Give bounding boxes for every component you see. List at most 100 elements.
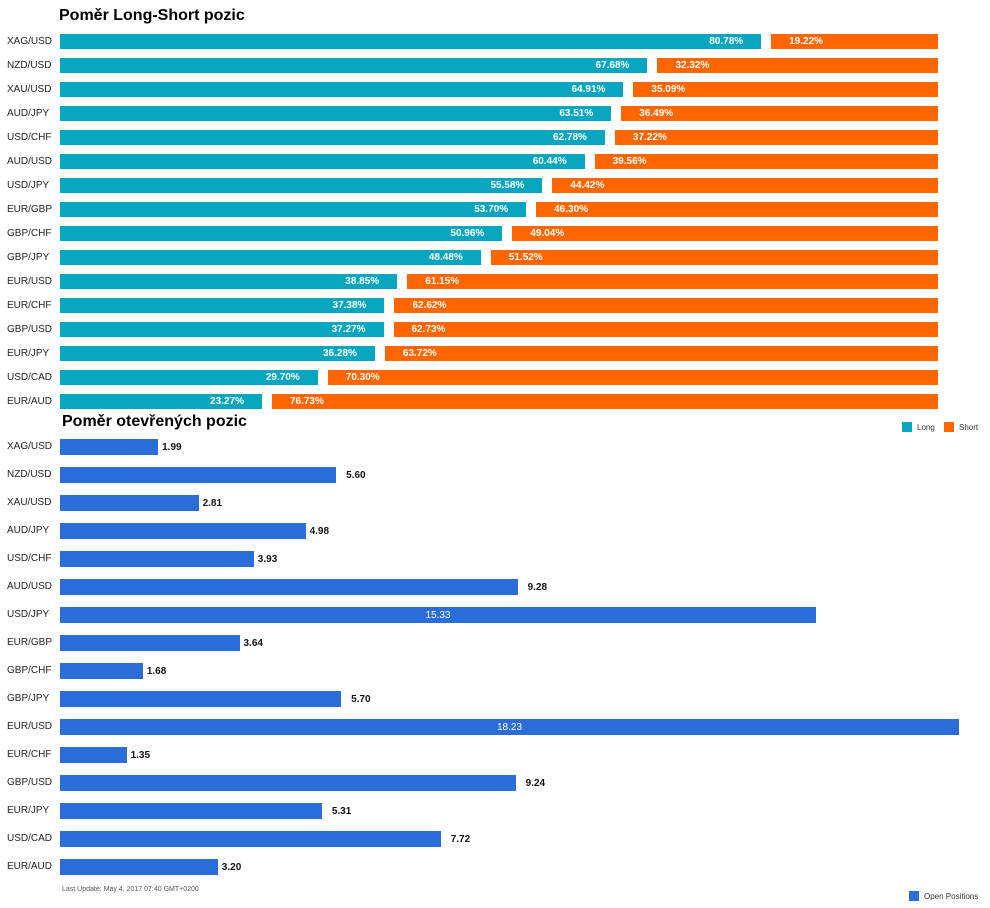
short-value-xag-usd: 19.22% (789, 36, 824, 47)
category-label-usd-cad: USD/CAD (7, 833, 53, 844)
short-value-eur-aud: 76.73% (289, 396, 324, 407)
open-position-bar-usd-jpy: 15.33 (60, 607, 816, 623)
open-position-bar-usd-chf (60, 551, 254, 567)
short-value-usd-cad: 70.30% (345, 372, 380, 383)
short-bar-eur-chf: 62.62% (394, 298, 938, 313)
category-label-gbp-chf: GBP/CHF (7, 228, 52, 239)
short-value-eur-usd: 61.15% (425, 276, 460, 287)
category-label-xau-usd: XAU/USD (7, 84, 52, 95)
long-bar-eur-jpy: 36.28% (60, 346, 375, 361)
short-value-gbp-chf: 49.04% (530, 228, 565, 239)
category-label-nzd-usd: NZD/USD (7, 60, 52, 71)
short-value-eur-chf: 62.62% (412, 300, 447, 311)
category-label-eur-jpy: EUR/JPY (7, 805, 50, 816)
category-label-usd-jpy: USD/JPY (7, 609, 50, 620)
short-bar-eur-jpy: 63.72% (384, 346, 938, 361)
short-value-eur-jpy: 63.72% (402, 348, 437, 359)
long-bar-eur-gbp: 53.70% (60, 202, 527, 217)
open-position-value-aud-usd: 9.28 (527, 582, 548, 593)
category-label-aud-usd: AUD/USD (7, 156, 53, 167)
category-label-usd-jpy: USD/JPY (7, 180, 50, 191)
last-update-text: Last Update: May 4, 2017 07:40 GMT+0200 (62, 886, 199, 893)
long-value-usd-jpy: 55.58% (490, 180, 525, 191)
category-label-aud-usd: AUD/USD (7, 581, 53, 592)
long-bar-usd-chf: 62.78% (60, 130, 605, 145)
open-position-value-usd-cad: 7.72 (450, 834, 471, 845)
long-value-eur-jpy: 36.28% (322, 348, 357, 359)
short-bar-eur-aud: 76.73% (271, 394, 938, 409)
short-value-usd-jpy: 44.42% (570, 180, 605, 191)
short-bar-usd-chf: 37.22% (614, 130, 938, 145)
open-position-value-nzd-usd: 5.60 (346, 470, 366, 481)
long-value-xau-usd: 64.91% (571, 84, 606, 95)
category-label-gbp-jpy: GBP/JPY (7, 693, 50, 704)
short-bar-xag-usd: 19.22% (771, 34, 938, 49)
category-label-gbp-jpy: GBP/JPY (7, 252, 50, 263)
open-position-value-gbp-usd: 9.24 (525, 778, 546, 789)
short-value-usd-chf: 37.22% (632, 132, 667, 143)
long-value-gbp-usd: 37.27% (331, 324, 366, 335)
legend-long-swatch (902, 422, 912, 432)
open-position-value-eur-gbp: 3.64 (243, 638, 263, 649)
long-bar-xag-usd: 80.78% (60, 34, 762, 49)
open-position-value-gbp-chf: 1.68 (146, 666, 167, 677)
long-value-xag-usd: 80.78% (709, 36, 744, 47)
open-position-bar-eur-jpy (60, 803, 322, 819)
category-label-usd-chf: USD/CHF (7, 132, 52, 143)
category-label-eur-gbp: EUR/GBP (7, 204, 53, 215)
long-bar-gbp-jpy: 48.48% (60, 250, 481, 265)
long-value-eur-chf: 37.38% (332, 300, 367, 311)
long-bar-eur-aud: 23.27% (60, 394, 262, 409)
short-bar-xau-usd: 35.09% (633, 82, 938, 97)
short-value-eur-gbp: 46.30% (554, 204, 589, 215)
long-bar-eur-chf: 37.38% (60, 298, 385, 313)
category-label-nzd-usd: NZD/USD (7, 469, 52, 480)
open-position-bar-gbp-chf (60, 663, 143, 679)
legend-short-swatch (944, 422, 954, 432)
long-bar-xau-usd: 64.91% (60, 82, 624, 97)
category-label-usd-cad: USD/CAD (7, 372, 53, 383)
short-bar-aud-usd: 39.56% (594, 154, 938, 169)
long-value-eur-aud: 23.27% (210, 396, 244, 407)
category-label-xau-usd: XAU/USD (7, 497, 52, 508)
long-bar-eur-usd: 38.85% (60, 274, 398, 289)
category-label-eur-jpy: EUR/JPY (7, 348, 50, 359)
long-value-eur-usd: 38.85% (345, 276, 380, 287)
long-bar-usd-cad: 29.70% (60, 370, 318, 385)
open-positions-title: Poměr otevřených pozic (62, 413, 247, 430)
open-position-bar-eur-chf (60, 747, 127, 763)
category-label-xag-usd: XAG/USD (7, 36, 53, 47)
long-short-title: Poměr Long-Short pozic (59, 7, 245, 24)
open-position-value-eur-aud: 3.20 (221, 862, 242, 873)
open-position-bar-xag-usd (60, 439, 159, 455)
long-value-aud-jpy: 63.51% (559, 108, 594, 119)
open-position-bar-eur-aud (60, 859, 218, 875)
long-bar-nzd-usd: 67.68% (60, 58, 648, 73)
open-position-value-aud-jpy: 4.98 (309, 526, 330, 537)
legend-open-positions-swatch (909, 891, 919, 901)
short-bar-usd-cad: 70.30% (327, 370, 938, 385)
long-bar-aud-usd: 60.44% (60, 154, 585, 169)
open-position-bar-gbp-jpy (60, 691, 342, 707)
category-label-eur-usd: EUR/USD (7, 721, 53, 732)
legend-open-positions-label: Open Positions (924, 892, 979, 901)
category-label-eur-aud: EUR/AUD (7, 396, 53, 407)
category-label-gbp-usd: GBP/USD (7, 324, 53, 335)
short-bar-gbp-chf: 49.04% (512, 226, 938, 241)
category-label-eur-chf: EUR/CHF (7, 749, 52, 760)
long-bar-aud-jpy: 63.51% (60, 106, 612, 121)
short-bar-gbp-usd: 62.73% (393, 322, 938, 337)
category-label-eur-gbp: EUR/GBP (7, 637, 53, 648)
category-label-eur-chf: EUR/CHF (7, 300, 52, 311)
long-value-gbp-jpy: 48.48% (428, 252, 463, 263)
open-position-value-eur-usd: 18.23 (496, 722, 523, 733)
long-value-nzd-usd: 67.68% (595, 60, 630, 71)
category-label-usd-chf: USD/CHF (7, 553, 52, 564)
long-value-gbp-chf: 50.96% (450, 228, 485, 239)
open-position-value-xau-usd: 2.81 (202, 498, 223, 509)
short-value-aud-usd: 39.56% (612, 156, 647, 167)
short-bar-nzd-usd: 32.32% (657, 58, 938, 73)
short-value-xau-usd: 35.09% (651, 84, 686, 95)
long-value-usd-cad: 29.70% (265, 372, 300, 383)
category-label-xag-usd: XAG/USD (7, 441, 53, 452)
